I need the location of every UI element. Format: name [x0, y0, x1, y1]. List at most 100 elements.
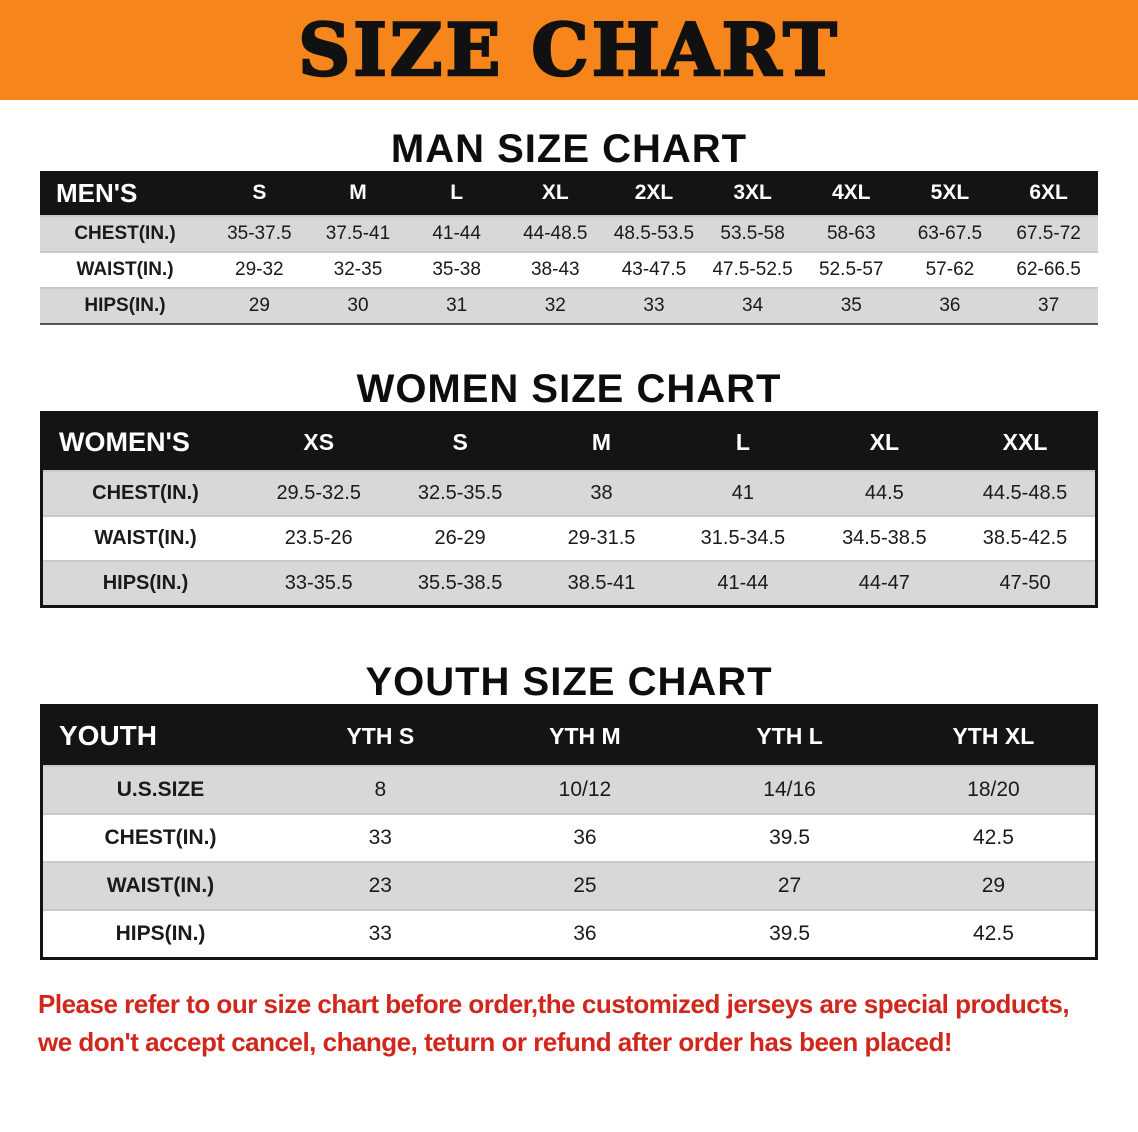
row-label-cell: HIPS(IN.) [41, 910, 278, 959]
table-row: HIPS(IN.) 33 36 39.5 42.5 [41, 910, 1097, 959]
measurement-value-cell: 33-35.5 [248, 561, 390, 607]
youth-section-heading: YOUTH SIZE CHART [365, 660, 773, 704]
table-header-row: YOUTH YTH S YTH M YTH L YTH XL [41, 705, 1097, 766]
measurement-value-cell: 39.5 [687, 910, 892, 959]
row-label-cell: WAIST(IN.) [41, 862, 278, 910]
row-label-cell: CHEST(IN.) [41, 814, 278, 862]
measurement-value-cell: 29.5-32.5 [248, 471, 390, 516]
row-label-cell: HIPS(IN.) [41, 561, 248, 607]
row-label-cell: CHEST(IN.) [41, 471, 248, 516]
measurement-value-cell: 37 [999, 288, 1098, 324]
measurement-value-cell: 41-44 [672, 561, 814, 607]
size-header-cell: 2XL [604, 171, 704, 216]
measurement-value-cell: 27 [687, 862, 892, 910]
measurement-value-cell: 58-63 [801, 216, 901, 252]
measurement-value-cell: 44.5 [813, 471, 956, 516]
row-label-cell: WAIST(IN.) [41, 516, 248, 561]
size-header-cell: YTH L [687, 705, 892, 766]
measurement-value-cell: 36 [482, 814, 688, 862]
disclaimer-line-2: we don't accept cancel, change, teturn o… [38, 1026, 953, 1057]
measurement-value-cell: 44.5-48.5 [955, 471, 1097, 516]
measurement-value-cell: 53.5-58 [703, 216, 802, 252]
size-header-cell: 3XL [703, 171, 802, 216]
measurement-value-cell: 32-35 [308, 252, 408, 288]
table-row: WAIST(IN.) 23.5-26 26-29 29-31.5 31.5-34.5 34… [41, 516, 1097, 561]
measurement-value-cell: 35 [801, 288, 901, 324]
measurement-value-cell: 38 [530, 471, 673, 516]
measurement-value-cell: 10/12 [482, 766, 688, 814]
measurement-value-cell: 35-37.5 [210, 216, 309, 252]
measurement-value-cell: 35.5-38.5 [389, 561, 531, 607]
size-header-cell: L [672, 412, 814, 471]
measurement-value-cell: 41-44 [407, 216, 506, 252]
men-section: MAN SIZE CHART MEN'S S M L XL 2XL 3XL 4XL 5XL 6XL… [0, 127, 1138, 325]
size-chart-page: SIZE CHART MAN SIZE CHART MEN'S S M L XL 2XL 3… [0, 0, 1138, 1061]
measurement-value-cell: 34 [703, 288, 802, 324]
measurement-value-cell: 38.5-41 [530, 561, 673, 607]
measurement-value-cell: 63-67.5 [900, 216, 1000, 252]
measurement-value-cell: 44-47 [813, 561, 956, 607]
measurement-value-cell: 8 [278, 766, 483, 814]
table-header-row: MEN'S S M L XL 2XL 3XL 4XL 5XL 6XL [40, 171, 1098, 216]
measurement-value-cell: 31.5-34.5 [672, 516, 814, 561]
measurement-value-cell: 30 [308, 288, 408, 324]
measurement-value-cell: 23 [278, 862, 483, 910]
table-title-cell: MEN'S [40, 171, 210, 216]
measurement-value-cell: 47.5-52.5 [703, 252, 802, 288]
measurement-value-cell: 43-47.5 [604, 252, 704, 288]
size-header-cell: YTH M [482, 705, 688, 766]
measurement-value-cell: 37.5-41 [308, 216, 408, 252]
measurement-value-cell: 34.5-38.5 [813, 516, 956, 561]
measurement-value-cell: 14/16 [687, 766, 892, 814]
measurement-value-cell: 26-29 [389, 516, 531, 561]
measurement-value-cell: 52.5-57 [801, 252, 901, 288]
measurement-value-cell: 36 [482, 910, 688, 959]
disclaimer-note: Please refer to our size chart before or… [38, 986, 1104, 1061]
size-header-cell: S [210, 171, 309, 216]
measurement-value-cell: 44-48.5 [505, 216, 605, 252]
banner: SIZE CHART [0, 0, 1138, 100]
measurement-value-cell: 29-31.5 [530, 516, 673, 561]
measurement-value-cell: 33 [278, 814, 483, 862]
size-header-cell: M [308, 171, 408, 216]
measurement-value-cell: 39.5 [687, 814, 892, 862]
measurement-value-cell: 38.5-42.5 [955, 516, 1097, 561]
row-label-cell: HIPS(IN.) [40, 288, 210, 324]
row-label-cell: CHEST(IN.) [40, 216, 210, 252]
size-header-cell: XL [505, 171, 605, 216]
size-header-cell: L [407, 171, 506, 216]
measurement-value-cell: 62-66.5 [999, 252, 1098, 288]
size-header-cell: XXL [955, 412, 1097, 471]
table-row: U.S.SIZE 8 10/12 14/16 18/20 [41, 766, 1097, 814]
table-row: CHEST(IN.) 35-37.5 37.5-41 41-44 44-48.5 48.5… [40, 216, 1098, 252]
measurement-value-cell: 47-50 [955, 561, 1097, 607]
measurement-value-cell: 29 [210, 288, 309, 324]
measurement-value-cell: 33 [604, 288, 704, 324]
measurement-value-cell: 23.5-26 [248, 516, 390, 561]
disclaimer-line-1: Please refer to our size chart before or… [38, 989, 1070, 1019]
measurement-value-cell: 42.5 [891, 814, 1097, 862]
size-header-cell: 4XL [801, 171, 901, 216]
measurement-value-cell: 36 [900, 288, 1000, 324]
measurement-value-cell: 41 [672, 471, 814, 516]
size-header-cell: M [530, 412, 673, 471]
table-row: WAIST(IN.) 23 25 27 29 [41, 862, 1097, 910]
measurement-value-cell: 32.5-35.5 [389, 471, 531, 516]
size-header-cell: 6XL [999, 171, 1098, 216]
measurement-value-cell: 29-32 [210, 252, 309, 288]
measurement-value-cell: 32 [505, 288, 605, 324]
table-title-cell: WOMEN'S [41, 412, 248, 471]
size-header-cell: YTH XL [891, 705, 1097, 766]
men-section-heading: MAN SIZE CHART [390, 127, 748, 171]
row-label-cell: WAIST(IN.) [40, 252, 210, 288]
men-size-table: MEN'S S M L XL 2XL 3XL 4XL 5XL 6XL CHEST(IN.) 35-37… [40, 171, 1098, 325]
women-section: WOMEN SIZE CHART WOMEN'S XS S M L XL XXL CHEST(… [0, 367, 1138, 608]
measurement-value-cell: 67.5-72 [999, 216, 1098, 252]
women-size-table: WOMEN'S XS S M L XL XXL CHEST(IN.) 29.5-32.5 32.5… [40, 411, 1098, 608]
table-row: WAIST(IN.) 29-32 32-35 35-38 38-43 43-47.5 47.… [40, 252, 1098, 288]
size-header-cell: XS [248, 412, 390, 471]
page-title: SIZE CHART [297, 7, 840, 92]
size-header-cell: XL [813, 412, 956, 471]
table-title-cell: YOUTH [41, 705, 278, 766]
youth-size-table: YOUTH YTH S YTH M YTH L YTH XL U.S.SIZE 8 10/12… [40, 704, 1098, 960]
